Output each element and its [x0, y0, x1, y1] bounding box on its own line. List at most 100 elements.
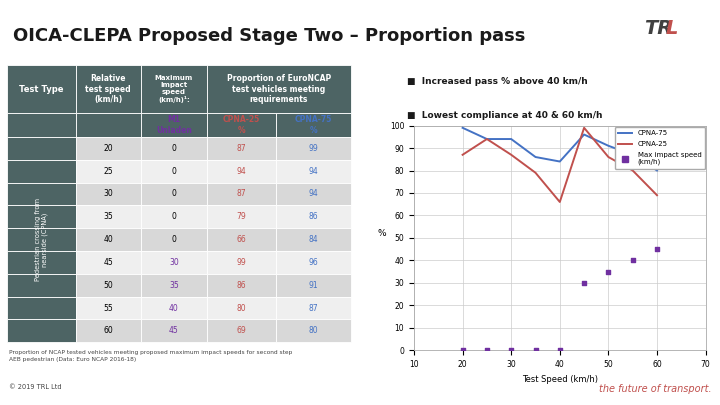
Bar — [207, 320, 276, 342]
Text: 50: 50 — [104, 281, 113, 290]
Point — [554, 347, 566, 354]
Bar — [7, 137, 76, 160]
Text: 66: 66 — [237, 235, 246, 244]
Bar — [7, 251, 76, 274]
Bar — [207, 137, 276, 160]
Text: 91: 91 — [308, 281, 318, 290]
Bar — [207, 228, 276, 251]
Bar — [140, 205, 207, 228]
Text: 35: 35 — [169, 281, 179, 290]
Text: 0: 0 — [171, 166, 176, 176]
Text: 30: 30 — [169, 258, 179, 267]
Bar — [140, 296, 207, 320]
Text: 94: 94 — [237, 166, 246, 176]
Bar — [140, 274, 207, 296]
Text: 86: 86 — [237, 281, 246, 290]
Text: 0: 0 — [171, 212, 176, 221]
Bar — [207, 183, 276, 205]
Bar — [207, 251, 276, 274]
Text: 87: 87 — [237, 144, 246, 153]
Text: 0: 0 — [171, 190, 176, 198]
Text: Pedestrian crossing from
nearside (CPNA): Pedestrian crossing from nearside (CPNA) — [35, 198, 48, 281]
Bar — [76, 320, 140, 342]
Bar — [140, 183, 207, 205]
Bar — [276, 296, 351, 320]
Bar — [140, 113, 207, 137]
Text: M1
Unladen: M1 Unladen — [156, 115, 192, 135]
Text: © 2019 TRL Ltd: © 2019 TRL Ltd — [9, 384, 61, 390]
Bar — [76, 65, 140, 113]
Text: 25: 25 — [104, 166, 113, 176]
Text: 86: 86 — [308, 212, 318, 221]
Bar — [276, 183, 351, 205]
Text: 99: 99 — [237, 258, 246, 267]
Bar — [207, 113, 276, 137]
Point — [530, 347, 541, 354]
X-axis label: Test Speed (km/h): Test Speed (km/h) — [522, 375, 598, 384]
Text: 96: 96 — [308, 258, 318, 267]
Bar — [276, 205, 351, 228]
Text: 45: 45 — [169, 326, 179, 335]
Bar — [207, 296, 276, 320]
Text: 84: 84 — [308, 235, 318, 244]
Bar — [76, 183, 140, 205]
Bar — [7, 274, 76, 296]
Point — [603, 269, 614, 275]
Bar — [140, 228, 207, 251]
Text: 80: 80 — [237, 303, 246, 313]
Bar — [76, 160, 140, 183]
Text: Proportion of NCAP tested vehicles meeting proposed maximum impact speeds for se: Proportion of NCAP tested vehicles meeti… — [9, 350, 292, 362]
Text: L: L — [665, 19, 678, 38]
Text: Proportion of EuroNCAP
test vehicles meeting
requirements: Proportion of EuroNCAP test vehicles mee… — [227, 74, 331, 104]
Text: Relative
test speed
(km/h): Relative test speed (km/h) — [86, 74, 131, 104]
Point — [505, 347, 517, 354]
Text: 35: 35 — [104, 212, 113, 221]
Bar — [276, 274, 351, 296]
Bar — [207, 65, 351, 113]
Text: 79: 79 — [237, 212, 246, 221]
Bar — [7, 296, 76, 320]
Text: 55: 55 — [104, 303, 113, 313]
Bar — [276, 251, 351, 274]
Bar — [76, 137, 140, 160]
Text: 94: 94 — [308, 166, 318, 176]
Bar — [7, 320, 76, 342]
Text: 87: 87 — [308, 303, 318, 313]
Bar — [7, 228, 76, 251]
Text: Test Type: Test Type — [19, 85, 64, 94]
Point — [627, 257, 639, 264]
Bar — [276, 137, 351, 160]
Bar — [7, 160, 76, 183]
Text: 30: 30 — [104, 190, 113, 198]
Text: 40: 40 — [104, 235, 113, 244]
Text: the future of transport.: the future of transport. — [599, 384, 711, 394]
Bar — [140, 160, 207, 183]
Text: CPNA-25
%: CPNA-25 % — [223, 115, 261, 135]
Bar — [140, 65, 207, 113]
Text: 94: 94 — [308, 190, 318, 198]
Bar — [207, 274, 276, 296]
Bar — [140, 137, 207, 160]
Text: ■  Lowest compliance at 40 & 60 km/h: ■ Lowest compliance at 40 & 60 km/h — [407, 111, 603, 120]
Bar — [140, 320, 207, 342]
Bar — [276, 320, 351, 342]
Bar — [7, 183, 76, 205]
Point — [652, 246, 663, 252]
Text: CPNA-75
%: CPNA-75 % — [294, 115, 332, 135]
Text: 0: 0 — [171, 235, 176, 244]
Text: 45: 45 — [104, 258, 113, 267]
Bar — [7, 65, 76, 113]
Text: Maximum
Impact
speed
(km/h)¹:: Maximum Impact speed (km/h)¹: — [155, 75, 193, 103]
Bar — [207, 205, 276, 228]
Text: 60: 60 — [104, 326, 113, 335]
Text: 99: 99 — [308, 144, 318, 153]
Text: TR: TR — [644, 19, 672, 38]
Y-axis label: %: % — [377, 229, 386, 238]
Bar — [276, 228, 351, 251]
Text: ■  Increased pass % above 40 km/h: ■ Increased pass % above 40 km/h — [407, 77, 588, 85]
Bar — [207, 160, 276, 183]
Text: OICA-CLEPA Proposed Stage Two – Proportion pass: OICA-CLEPA Proposed Stage Two – Proporti… — [13, 28, 526, 45]
Bar — [276, 113, 351, 137]
Bar — [76, 205, 140, 228]
Text: 20: 20 — [104, 144, 113, 153]
